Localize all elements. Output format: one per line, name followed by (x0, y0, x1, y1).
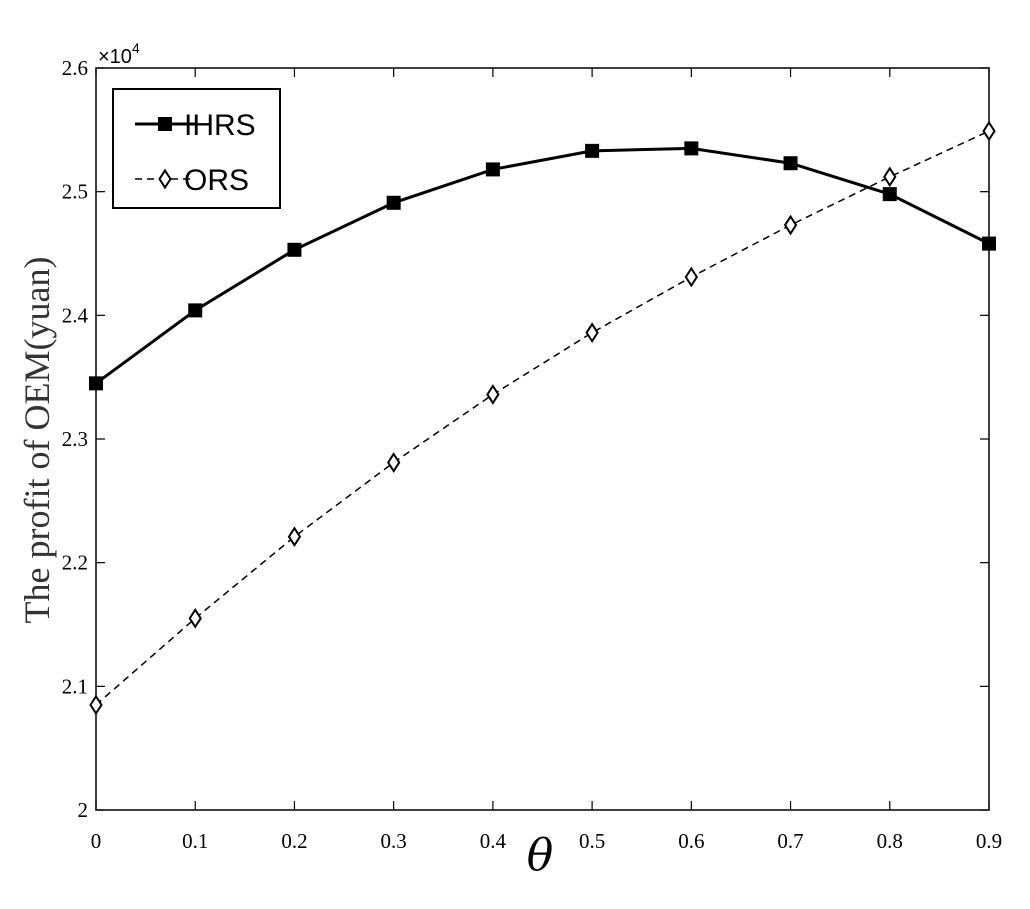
data-point-square (188, 303, 203, 318)
data-point-square (783, 156, 798, 171)
multiplier-exponent: 4 (132, 40, 140, 56)
y-tick-label: 2.2 (62, 551, 88, 575)
series-line (95, 146, 990, 385)
data-point-square (485, 162, 500, 177)
axis-ticks: 0 0.1 0.2 0.3 0.4 0.5 0.6 0.7 0.8 0.9 2 2.1 2.2 2.3 2.… (62, 56, 1002, 853)
legend-label: IHRS (184, 109, 256, 142)
y-tick-label: 2.1 (62, 674, 88, 698)
y-tick-label: 2 (78, 798, 89, 822)
legend-item-ihrs: IHRS (135, 109, 256, 142)
x-tick-label: 0.6 (678, 829, 704, 853)
series-ors (89, 120, 996, 716)
series-line (95, 130, 990, 706)
y-tick-label: 2.6 (62, 56, 88, 80)
data-point-diamond (982, 120, 996, 142)
x-tick-label: 0.2 (281, 829, 307, 853)
x-tick-label: 0.3 (381, 829, 407, 853)
series-layer (89, 120, 996, 716)
multiplier-base: ×10 (98, 46, 132, 68)
legend-box (112, 88, 281, 209)
data-point-square (982, 236, 996, 251)
data-point-diamond (158, 168, 172, 190)
data-point-diamond (883, 166, 897, 188)
x-tick-label: 0.1 (182, 829, 208, 853)
data-point-diamond (89, 694, 103, 716)
y-tick-label: 2.5 (62, 180, 88, 204)
data-point-diamond (386, 452, 401, 473)
x-tick-label: 0.5 (579, 829, 605, 853)
x-tick-label: 0.7 (777, 829, 803, 853)
data-point-square (386, 195, 401, 210)
x-axis-label: θ (527, 830, 554, 881)
y-tick-label: 2.4 (62, 303, 89, 327)
y-axis-label: The profit of OEM(yuan) (17, 257, 57, 624)
data-point-diamond (585, 322, 599, 343)
x-tick-label: 0.4 (480, 829, 507, 853)
data-point-square (882, 187, 897, 202)
legend: IHRS ORS (112, 88, 281, 209)
data-point-square (684, 141, 699, 156)
data-point-diamond (188, 607, 202, 629)
y-axis-multiplier: ×104 (98, 40, 140, 68)
series-ihrs (89, 141, 996, 391)
data-point-diamond (684, 266, 699, 288)
x-tick-label: 0.9 (976, 829, 1002, 853)
y-tick-label: 2.3 (62, 427, 88, 451)
x-tick-label: 0 (91, 829, 102, 853)
data-point-square (158, 117, 172, 131)
data-point-diamond (486, 384, 500, 405)
legend-label: ORS (184, 164, 249, 197)
data-point-square (89, 376, 103, 391)
data-point-square (585, 143, 600, 158)
data-point-square (287, 242, 302, 257)
data-point-diamond (783, 214, 798, 236)
x-tick-label: 0.8 (877, 829, 903, 853)
data-point-diamond (287, 526, 302, 548)
legend-item-ors: ORS (135, 164, 249, 197)
